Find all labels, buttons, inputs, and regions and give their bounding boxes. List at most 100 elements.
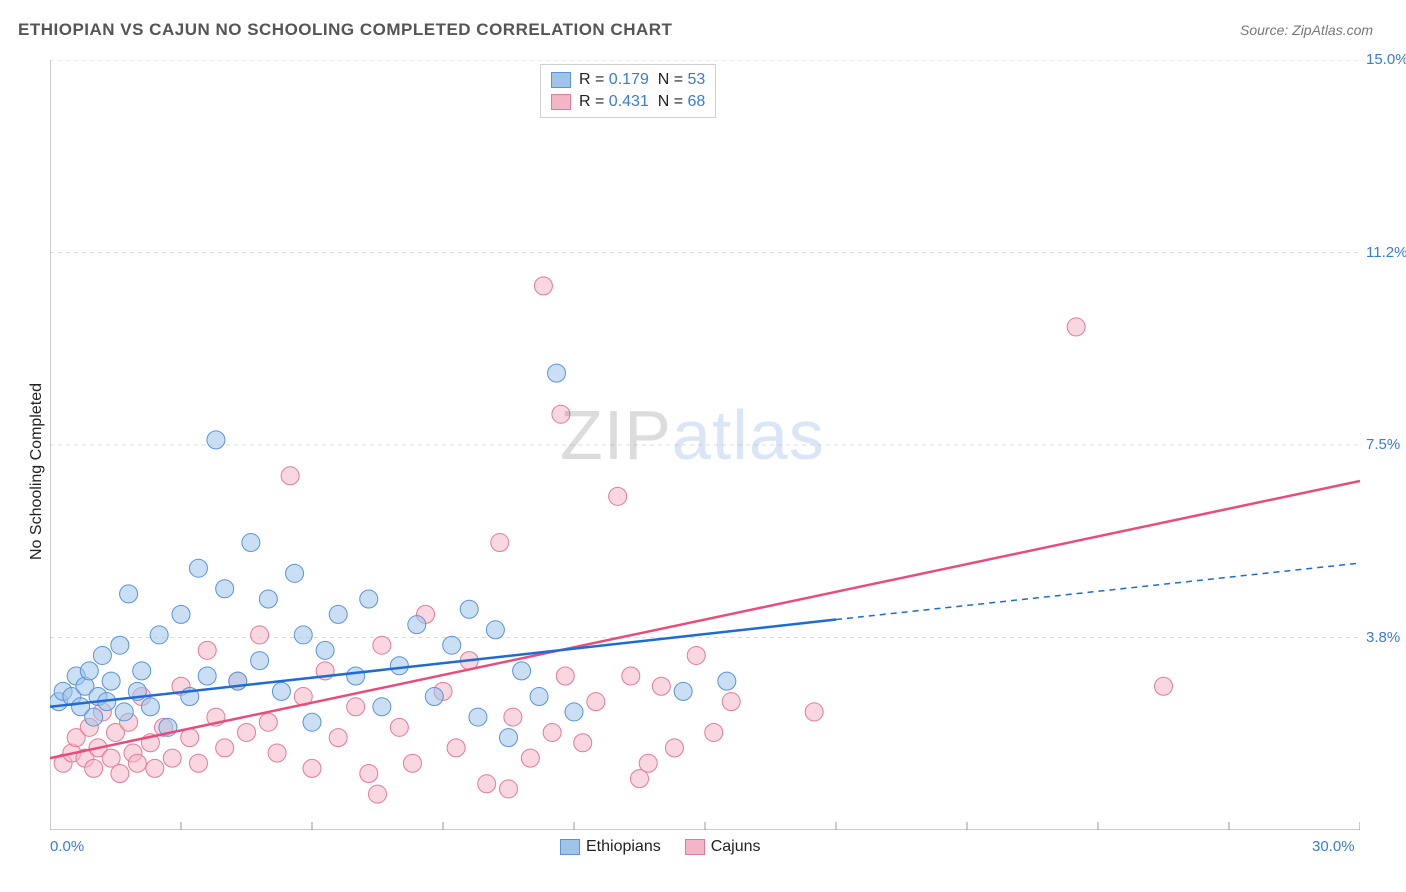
ethiopians-point	[486, 621, 504, 639]
legend-row-ethiopians: R = 0.179 N = 53	[551, 69, 705, 91]
cajuns-point	[111, 765, 129, 783]
cajuns-point	[238, 723, 256, 741]
cajuns-point	[259, 713, 277, 731]
x-axis-min-label: 0.0%	[50, 838, 84, 855]
cajuns-point	[281, 467, 299, 485]
ethiopians-point	[272, 682, 290, 700]
cajuns-point	[491, 534, 509, 552]
cajuns-point	[189, 754, 207, 772]
y-tick-label: 11.2%	[1366, 244, 1406, 261]
ethiopians-point	[294, 626, 312, 644]
ethiopians-point	[93, 646, 111, 664]
scatter-chart	[50, 60, 1360, 830]
ethiopians-point	[718, 672, 736, 690]
ethiopians-point	[674, 682, 692, 700]
cajuns-point	[1067, 318, 1085, 336]
cajuns-point	[373, 636, 391, 654]
cajuns-point	[705, 723, 723, 741]
source-attribution: Source: ZipAtlas.com	[1240, 22, 1373, 38]
cajuns-point	[303, 759, 321, 777]
ethiopians-point	[120, 585, 138, 603]
y-axis-label: No Schooling Completed	[28, 383, 46, 560]
cajuns-point	[128, 754, 146, 772]
ethiopians-point	[329, 605, 347, 623]
series-legend: Ethiopians Cajuns	[560, 838, 761, 856]
correlation-legend: R = 0.179 N = 53R = 0.431 N = 68	[540, 64, 716, 118]
cajuns-point	[622, 667, 640, 685]
ethiopians-regression-line-extrapolated	[836, 563, 1360, 619]
ethiopians-point	[85, 708, 103, 726]
cajuns-point	[268, 744, 286, 762]
cajuns-point	[504, 708, 522, 726]
ethiopians-point	[303, 713, 321, 731]
cajuns-point	[652, 677, 670, 695]
ethiopians-point	[115, 703, 133, 721]
ethiopians-point	[150, 626, 168, 644]
ethiopians-point	[500, 729, 518, 747]
ethiopians-point	[141, 698, 159, 716]
ethiopians-point	[460, 600, 478, 618]
cajuns-point	[198, 641, 216, 659]
cajuns-point	[403, 754, 421, 772]
cajuns-swatch-icon	[685, 839, 705, 855]
cajuns-point	[722, 693, 740, 711]
cajuns-point	[146, 759, 164, 777]
cajuns-point	[687, 646, 705, 664]
ethiopians-point	[390, 657, 408, 675]
ethiopians-point	[80, 662, 98, 680]
y-tick-label: 7.5%	[1366, 436, 1400, 453]
legend-item-cajuns: Cajuns	[685, 838, 761, 856]
ethiopians-point	[316, 641, 334, 659]
ethiopians-point	[513, 662, 531, 680]
cajuns-swatch-icon	[551, 94, 571, 110]
ethiopians-point	[425, 688, 443, 706]
cajuns-point	[665, 739, 683, 757]
ethiopians-point	[360, 590, 378, 608]
cajuns-point	[181, 729, 199, 747]
cajuns-point	[500, 780, 518, 798]
ethiopians-point	[133, 662, 151, 680]
cajuns-point	[556, 667, 574, 685]
ethiopians-point	[111, 636, 129, 654]
ethiopians-swatch-icon	[551, 72, 571, 88]
ethiopians-point	[198, 667, 216, 685]
cajuns-point	[478, 775, 496, 793]
cajuns-point	[251, 626, 269, 644]
cajuns-point	[447, 739, 465, 757]
cajuns-point	[360, 765, 378, 783]
ethiopians-point	[443, 636, 461, 654]
ethiopians-swatch-icon	[560, 839, 580, 855]
ethiopians-point	[242, 534, 260, 552]
ethiopians-point	[286, 564, 304, 582]
legend-row-cajuns: R = 0.431 N = 68	[551, 91, 705, 113]
ethiopians-point	[408, 616, 426, 634]
cajuns-point	[1155, 677, 1173, 695]
cajuns-point	[390, 718, 408, 736]
cajuns-regression-line	[50, 481, 1360, 758]
legend-r-n-text: R = 0.179 N = 53	[579, 69, 705, 91]
y-tick-label: 15.0%	[1366, 51, 1406, 68]
cajuns-point	[805, 703, 823, 721]
cajuns-point	[587, 693, 605, 711]
cajuns-point	[216, 739, 234, 757]
ethiopians-point	[469, 708, 487, 726]
cajuns-point	[543, 723, 561, 741]
y-tick-label: 3.8%	[1366, 629, 1400, 646]
legend-item-ethiopians: Ethiopians	[560, 838, 661, 856]
cajuns-point	[163, 749, 181, 767]
ethiopians-point	[548, 364, 566, 382]
ethiopians-point	[373, 698, 391, 716]
cajuns-point	[631, 770, 649, 788]
cajuns-point	[574, 734, 592, 752]
ethiopians-point	[207, 431, 225, 449]
ethiopians-point	[259, 590, 277, 608]
ethiopians-point	[347, 667, 365, 685]
cajuns-point	[609, 487, 627, 505]
ethiopians-point	[251, 652, 269, 670]
cajuns-point	[534, 277, 552, 295]
chart-title: ETHIOPIAN VS CAJUN NO SCHOOLING COMPLETE…	[18, 20, 672, 40]
cajuns-point	[521, 749, 539, 767]
x-axis-max-label: 30.0%	[1312, 838, 1355, 855]
ethiopians-point	[172, 605, 190, 623]
ethiopians-point	[102, 672, 120, 690]
